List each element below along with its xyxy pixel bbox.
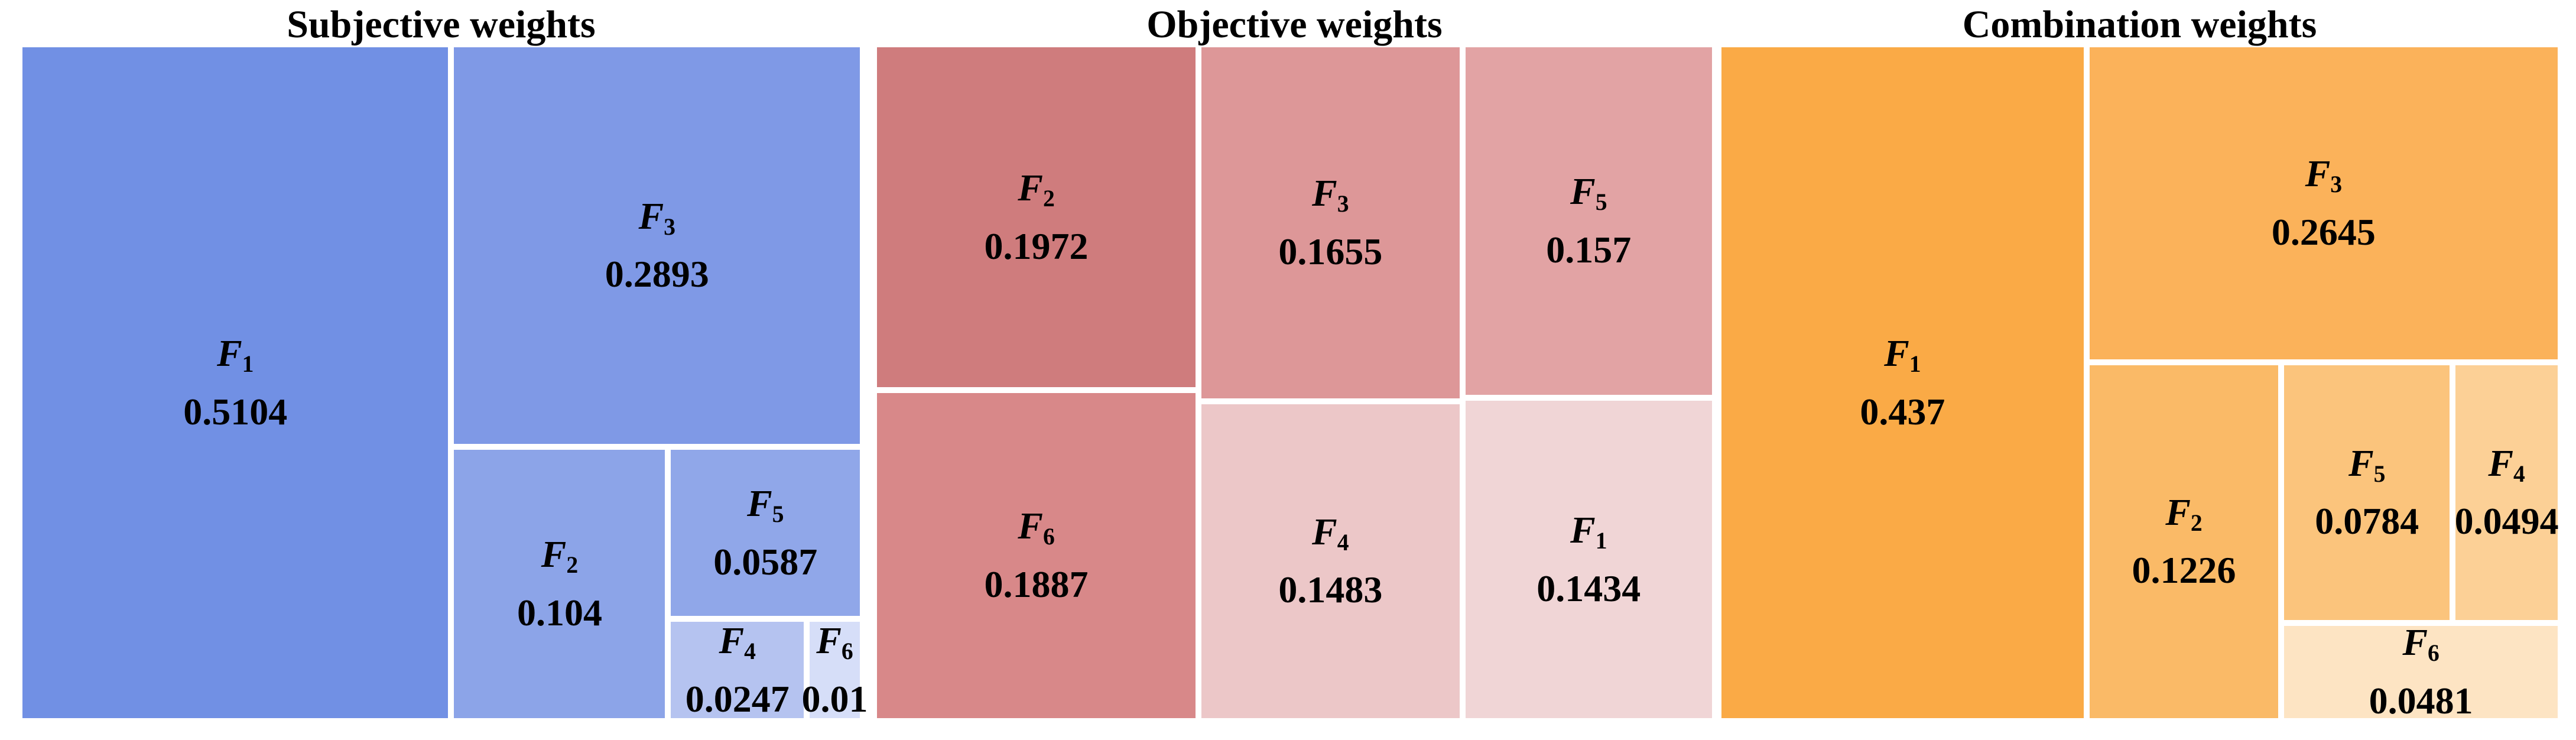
factor-letter: F [541,533,567,575]
factor-subscript: 1 [242,350,254,377]
cell-value: 0.01 [801,677,868,720]
cell-value: 0.0587 [713,540,818,583]
cell-factor-label: F6 [816,618,853,664]
cell-value: 0.1972 [984,225,1089,267]
cell-factor-label: F3 [2305,151,2343,197]
factor-subscript: 6 [1042,524,1055,550]
factor-letter: F [2165,491,2191,533]
factor-subscript: 2 [566,551,579,578]
factor-subscript: 3 [2330,171,2343,198]
factor-subscript: 6 [2428,640,2439,667]
treemap-objective-weights: F2 0.1972 F6 0.1887 F3 0.1655 F4 0.1483 F5 0.157 F… [874,44,1715,721]
factor-letter: F [1312,172,1337,215]
factor-letter: F [638,194,664,237]
cell-factor-label: F5 [1570,169,1607,215]
treemap-cell-f4: F4 0.1483 [1201,404,1460,718]
cell-value: 0.1434 [1536,567,1641,609]
treemap-cell-f5: F5 0.157 [1465,47,1712,395]
factor-subscript: 4 [2513,460,2525,487]
treemap-cell-f6: F6 0.1887 [877,393,1196,718]
cell-factor-label: F3 [1312,171,1349,216]
factor-letter: F [2348,442,2374,484]
treemap-cell-f2: F2 0.104 [454,449,665,718]
factor-letter: F [1570,170,1596,213]
cell-factor-label: F6 [1018,504,1055,549]
factor-subscript: 4 [744,638,756,664]
factor-subscript: 6 [841,638,853,664]
factor-letter: F [2488,442,2514,484]
cell-value: 0.1483 [1278,569,1383,611]
factor-letter: F [1018,166,1043,209]
cell-value: 0.437 [1860,390,1945,433]
cell-factor-label: F1 [1570,508,1607,553]
treemap-cell-f5: F5 0.0587 [671,449,860,616]
cell-factor-label: F2 [541,532,579,577]
factor-letter: F [1018,505,1043,547]
factor-subscript: 1 [1909,350,1921,377]
treemap-cell-f1: F1 0.437 [1721,47,2084,718]
treemap-cell-f3: F3 0.1655 [1201,47,1460,398]
factor-letter: F [1570,508,1596,551]
treemap-title-objective-weights: Objective weights [1146,3,1443,46]
treemap-cell-f4: F4 0.0247 [671,619,804,720]
cell-value: 0.1655 [1278,230,1383,272]
factor-subscript: 1 [1595,527,1607,554]
factor-subscript: 5 [1595,189,1607,216]
factor-letter: F [1312,510,1337,553]
treemap-cell-f2: F2 0.1226 [2089,365,2279,718]
treemap-combination-weights: F1 0.437 F3 0.2645 F2 0.1226 F5 0.0784 F4 0.0494 F… [1719,44,2561,722]
treemap-cell-f6: F6 0.01 [802,619,868,720]
cell-value: 0.2893 [605,253,709,296]
treemap-title-subjective-weights: Subjective weights [287,3,596,46]
cell-factor-label: F1 [217,331,254,377]
factor-letter: F [2402,621,2428,664]
treemap-cell-f3: F3 0.2893 [454,47,860,444]
cell-factor-label: F5 [2348,441,2386,486]
factor-letter: F [1884,332,1909,374]
factor-subscript: 3 [664,213,675,240]
treemap-cell-f4: F4 0.0494 [2454,365,2559,620]
cell-value: 0.5104 [183,390,288,433]
cell-factor-label: F2 [2165,490,2203,535]
cell-factor-label: F4 [719,618,756,664]
cell-factor-label: F6 [2402,620,2439,666]
cell-value: 0.157 [1546,229,1632,271]
cell-factor-label: F4 [2488,441,2525,486]
factor-subscript: 2 [2190,509,2203,536]
cell-factor-label: F3 [638,194,675,239]
cell-factor-label: F4 [1312,509,1349,555]
factor-letter: F [816,619,842,661]
treemap-subjective-weights: F1 0.5104 F3 0.2893 F2 0.104 F5 0.0587 F4 0.0247 F… [20,44,868,721]
factor-letter: F [746,482,772,524]
factor-subscript: 4 [1337,529,1349,556]
treemap-cell-f2: F2 0.1972 [877,47,1196,388]
factor-letter: F [2305,152,2331,195]
factor-subscript: 5 [772,501,784,527]
cell-factor-label: F5 [747,481,784,527]
cell-factor-label: F2 [1018,165,1055,211]
cell-value: 0.0247 [685,677,790,720]
factor-letter: F [719,619,745,661]
cell-value: 0.0494 [2454,500,2559,543]
cell-value: 0.1887 [984,563,1089,606]
cell-factor-label: F1 [1884,331,1921,377]
cell-value: 0.2645 [2271,210,2376,253]
factor-subscript: 3 [1337,191,1349,218]
treemap-cell-f3: F3 0.2645 [2089,47,2558,359]
treemap-cell-f5: F5 0.0784 [2284,365,2450,620]
factor-letter: F [216,332,242,374]
cell-value: 0.0784 [2315,500,2419,543]
treemap-cell-f1: F1 0.1434 [1465,401,1712,718]
treemap-cell-f6: F6 0.0481 [2284,621,2558,722]
factor-subscript: 5 [2373,460,2386,487]
treemap-cell-f1: F1 0.5104 [22,47,449,718]
treemap-title-combination-weights: Combination weights [1962,3,2317,46]
cell-value: 0.1226 [2132,549,2236,592]
factor-subscript: 2 [1042,185,1055,212]
cell-value: 0.0481 [2369,679,2473,722]
cell-value: 0.104 [517,591,602,634]
